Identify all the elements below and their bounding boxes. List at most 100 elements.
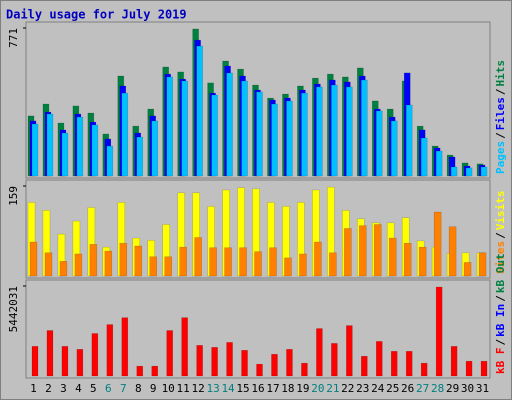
legend-entry: kB Out <box>494 253 507 293</box>
x-tick-label: 4 <box>75 382 82 395</box>
bar <box>136 365 144 377</box>
legend-separator: / <box>494 132 507 139</box>
bar <box>388 237 397 277</box>
y-tick-label: 159 <box>7 186 20 206</box>
bar <box>239 247 247 277</box>
bar <box>44 252 53 277</box>
bar <box>450 346 458 377</box>
bar <box>316 328 323 377</box>
x-tick-label: 6 <box>105 382 112 395</box>
bar <box>151 365 158 377</box>
bar <box>329 252 337 277</box>
bar <box>211 94 218 177</box>
x-tick-label: 24 <box>371 382 385 395</box>
x-tick-label: 14 <box>221 382 235 395</box>
bar <box>136 136 144 177</box>
x-tick-label: 22 <box>341 382 354 395</box>
y-tick-label: 771 <box>7 28 20 48</box>
legend-entry: Files <box>494 97 507 130</box>
bar <box>166 330 173 377</box>
bar <box>478 252 487 277</box>
bar <box>331 343 338 377</box>
bar <box>405 104 413 177</box>
bar <box>463 262 472 277</box>
bar <box>119 242 128 277</box>
x-tick-label: 30 <box>461 382 474 395</box>
bar <box>61 132 69 177</box>
bar <box>31 123 39 177</box>
legend-entry: Visits <box>494 191 507 231</box>
legend-entry: Pages <box>494 141 507 174</box>
x-tick-label: 7 <box>120 382 127 395</box>
bar <box>76 349 84 377</box>
panel-frame <box>25 279 491 379</box>
bar <box>286 349 293 377</box>
x-tick-label: 18 <box>281 382 294 395</box>
bar <box>196 345 203 377</box>
bar <box>134 245 143 277</box>
x-tick-label: 29 <box>446 382 459 395</box>
bar <box>361 355 368 377</box>
bar <box>316 86 323 177</box>
bar <box>224 247 232 277</box>
bar <box>104 250 113 277</box>
x-tick-label: 27 <box>416 382 429 395</box>
bar <box>314 241 322 277</box>
bar <box>29 241 38 277</box>
bar <box>346 86 353 177</box>
x-tick-label: 9 <box>150 382 157 395</box>
x-tick-label: 31 <box>476 382 489 395</box>
bar <box>121 317 129 377</box>
bar <box>89 244 98 277</box>
legend: kB F / kB In / kB Out <box>494 253 507 374</box>
bar <box>254 251 262 277</box>
bar <box>91 124 99 177</box>
bar <box>46 330 54 377</box>
legend-separator: / <box>494 295 507 302</box>
bar <box>179 246 187 277</box>
bar <box>448 226 457 277</box>
bar <box>465 360 473 377</box>
bar <box>376 110 383 177</box>
x-tick-label: 16 <box>251 382 264 395</box>
bar <box>211 347 218 377</box>
bar <box>390 120 398 177</box>
bar <box>405 351 413 377</box>
legend-separator: / <box>494 339 507 346</box>
x-tick-label: 25 <box>386 382 399 395</box>
x-tick-label: 21 <box>326 382 339 395</box>
bar <box>181 317 188 377</box>
bar <box>149 256 157 277</box>
bar <box>166 76 173 177</box>
bar <box>46 113 54 177</box>
chart-title: Daily usage for July 2019 <box>6 8 187 22</box>
bar <box>31 346 39 377</box>
bar <box>420 137 428 177</box>
bar <box>299 253 307 277</box>
x-tick-label: 3 <box>60 382 67 395</box>
legend: Sites /Visits <box>494 191 507 275</box>
x-tick-label: 28 <box>431 382 444 395</box>
bar <box>331 84 338 177</box>
bar <box>271 103 278 177</box>
bar <box>344 228 352 277</box>
bar <box>374 224 382 277</box>
bar <box>418 246 427 277</box>
x-tick-label: 26 <box>401 382 414 395</box>
bar <box>121 92 129 177</box>
bar <box>359 225 367 277</box>
bar <box>226 72 233 177</box>
bar <box>241 350 248 377</box>
x-tick-label: 23 <box>356 382 369 395</box>
bar <box>61 346 69 377</box>
x-tick-label: 2 <box>45 382 52 395</box>
legend-separator: / <box>494 88 507 95</box>
bar <box>151 120 158 177</box>
x-tick-label: 20 <box>311 382 324 395</box>
bar <box>433 211 442 277</box>
legend-entry: Sites <box>494 241 507 274</box>
bar <box>390 351 398 377</box>
bar <box>420 362 428 377</box>
bar <box>480 360 488 377</box>
legend-entry: kB F <box>494 348 507 375</box>
